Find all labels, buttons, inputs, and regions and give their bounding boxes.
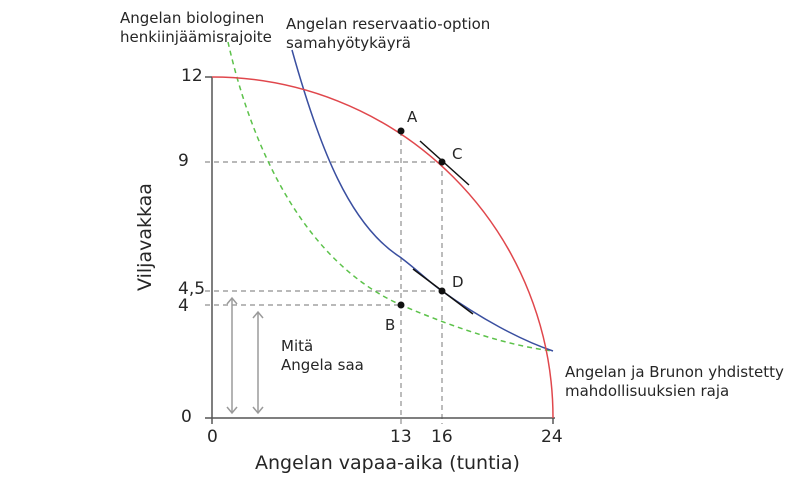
indifference-label-line2: samahyötykäyrä	[286, 34, 411, 52]
angela-gets-line2: Angela saa	[281, 356, 364, 374]
survival-constraint-label: Angelan biologinen henkiinjäämisrajoite	[120, 9, 272, 47]
y-tick-label-4: 4	[178, 296, 189, 316]
point-label-c: C	[452, 145, 463, 163]
point-c	[438, 158, 446, 166]
point-b	[397, 301, 405, 309]
point-label-d: D	[452, 273, 464, 291]
angela-gets-arrows	[226, 296, 264, 415]
reservation-indifference-curve	[291, 49, 554, 352]
x-axis-title: Angelan vapaa-aika (tuntia)	[255, 452, 520, 474]
survival-label-line1: Angelan biologinen	[120, 9, 265, 27]
indifference-curve-label: Angelan reservaatio-option samahyötykäyr…	[286, 15, 490, 53]
survival-label-line2: henkiinjäämisrajoite	[120, 28, 272, 46]
point-d	[438, 287, 446, 295]
x-tick-label-24: 24	[541, 427, 563, 447]
point-label-b: B	[385, 316, 396, 334]
axes	[205, 76, 555, 424]
frontier-label-line2: mahdollisuuksien raja	[565, 382, 730, 400]
frontier-label: Angelan ja Brunon yhdistetty mahdollisuu…	[565, 363, 784, 401]
x-tick-label-16: 16	[431, 427, 453, 447]
point-a	[397, 127, 405, 135]
y-axis-title: Viljavakkaa	[134, 183, 156, 291]
point-label-a: A	[407, 108, 418, 126]
frontier-label-line1: Angelan ja Brunon yhdistetty	[565, 363, 784, 381]
guide-lines	[205, 131, 443, 424]
y-tick-label-0: 0	[181, 407, 192, 427]
y-tick-label-9: 9	[178, 151, 189, 171]
angela-gets-line1: Mitä	[281, 337, 314, 355]
y-tick-label-12: 12	[181, 66, 203, 86]
feasible-frontier-curve	[211, 76, 554, 419]
angela-gets-label: Mitä Angela saa	[281, 337, 364, 375]
y-tick-label-4-5: 4,5	[178, 279, 206, 299]
survival-constraint-curve	[227, 41, 554, 352]
x-tick-label-0: 0	[207, 427, 218, 447]
indifference-label-line1: Angelan reservaatio-option	[286, 15, 491, 33]
x-tick-label-13: 13	[390, 427, 412, 447]
